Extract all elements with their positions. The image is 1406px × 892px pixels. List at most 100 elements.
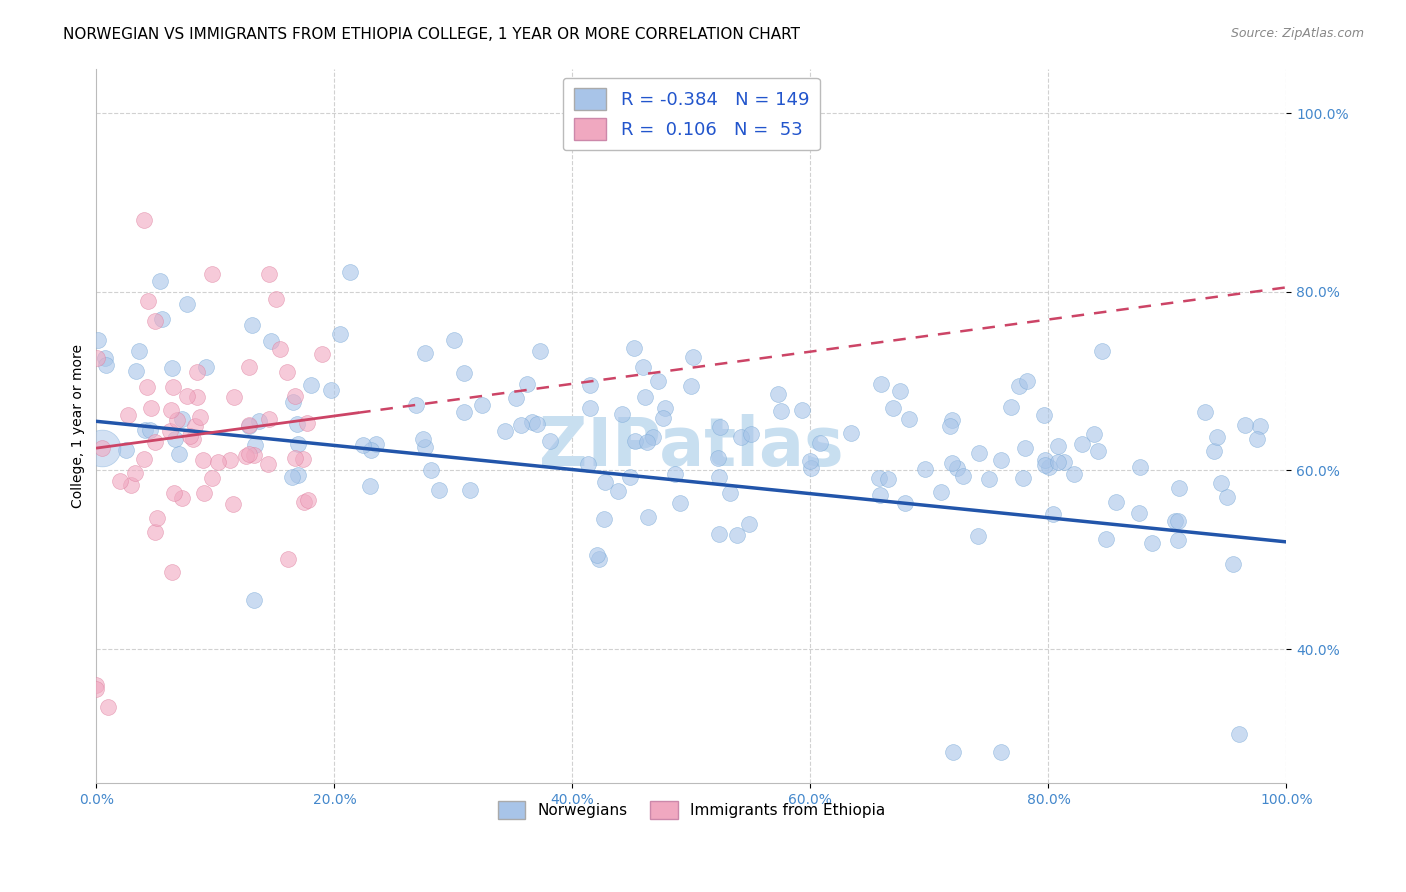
Point xyxy=(1095,532,1118,546)
Point xyxy=(1249,419,1271,434)
Point xyxy=(138,423,160,437)
Point xyxy=(243,593,266,607)
Point xyxy=(86,351,108,365)
Point xyxy=(117,409,139,423)
Point xyxy=(799,454,821,468)
Point xyxy=(595,475,617,489)
Point xyxy=(172,411,194,425)
Point xyxy=(242,318,264,332)
Point xyxy=(458,483,481,497)
Point xyxy=(1233,418,1256,433)
Point xyxy=(238,417,260,432)
Point xyxy=(134,423,156,437)
Point xyxy=(868,470,890,484)
Point xyxy=(1142,535,1164,549)
Point xyxy=(120,477,142,491)
Text: ZIPatlas: ZIPatlas xyxy=(538,414,844,480)
Point xyxy=(637,509,659,524)
Point xyxy=(1222,557,1244,571)
Legend: Norwegians, Immigrants from Ethiopia: Norwegians, Immigrants from Ethiopia xyxy=(492,795,891,825)
Point xyxy=(188,410,211,425)
Point xyxy=(1167,481,1189,495)
Point xyxy=(1033,453,1056,467)
Point xyxy=(579,401,602,415)
Point xyxy=(636,434,658,449)
Point xyxy=(145,511,167,525)
Point xyxy=(148,274,170,288)
Point xyxy=(585,548,607,562)
Point xyxy=(1033,458,1056,472)
Point xyxy=(360,442,382,457)
Point xyxy=(1091,344,1114,359)
Point xyxy=(238,359,260,374)
Point xyxy=(1014,441,1036,455)
Point xyxy=(412,432,434,446)
Point xyxy=(292,495,315,509)
Point xyxy=(738,516,761,531)
Point xyxy=(352,438,374,452)
Point xyxy=(889,384,911,398)
Point xyxy=(841,425,863,440)
Point xyxy=(359,479,381,493)
Point xyxy=(1007,379,1029,393)
Point xyxy=(1017,374,1039,388)
Point xyxy=(201,471,224,485)
Point xyxy=(415,440,437,454)
Point xyxy=(86,682,108,697)
Point xyxy=(366,437,388,451)
Point xyxy=(946,460,969,475)
Point xyxy=(186,390,208,404)
Point xyxy=(893,496,915,510)
Point xyxy=(128,343,150,358)
Point xyxy=(1167,514,1189,528)
Text: Source: ZipAtlas.com: Source: ZipAtlas.com xyxy=(1230,27,1364,40)
Text: NORWEGIAN VS IMMIGRANTS FROM ETHIOPIA COLLEGE, 1 YEAR OR MORE CORRELATION CHART: NORWEGIAN VS IMMIGRANTS FROM ETHIOPIA CO… xyxy=(63,27,800,42)
Point xyxy=(633,390,655,404)
Point xyxy=(669,496,692,510)
Point xyxy=(207,454,229,468)
Point xyxy=(167,447,190,461)
Point xyxy=(160,565,183,579)
Point xyxy=(339,265,361,279)
Point xyxy=(505,391,527,405)
Point xyxy=(195,360,218,375)
Point xyxy=(1128,506,1150,520)
Point xyxy=(277,551,299,566)
Point xyxy=(529,343,551,358)
Point xyxy=(869,376,891,391)
Point xyxy=(718,486,741,500)
Point xyxy=(287,467,309,482)
Point xyxy=(979,472,1001,486)
Point xyxy=(510,418,533,433)
Point xyxy=(238,419,260,434)
Point xyxy=(91,441,114,455)
Point xyxy=(494,424,516,438)
Point xyxy=(257,458,280,472)
Point xyxy=(134,451,156,466)
Point xyxy=(285,417,308,431)
Point xyxy=(179,429,201,443)
Point xyxy=(1206,430,1229,444)
Point xyxy=(427,483,450,497)
Point xyxy=(281,470,304,484)
Point xyxy=(124,466,146,480)
Point xyxy=(243,438,266,452)
Point xyxy=(624,434,647,448)
Point xyxy=(163,432,186,446)
Point xyxy=(681,379,703,393)
Point xyxy=(939,419,962,434)
Point xyxy=(276,365,298,379)
Point xyxy=(808,436,831,450)
Point xyxy=(990,745,1012,759)
Point xyxy=(790,403,813,417)
Point xyxy=(247,414,270,428)
Point xyxy=(160,403,183,417)
Point xyxy=(405,399,427,413)
Point xyxy=(730,430,752,444)
Point xyxy=(1063,467,1085,482)
Point xyxy=(259,267,281,281)
Point xyxy=(143,524,166,539)
Point xyxy=(631,359,654,374)
Point xyxy=(284,389,307,403)
Point xyxy=(651,411,673,425)
